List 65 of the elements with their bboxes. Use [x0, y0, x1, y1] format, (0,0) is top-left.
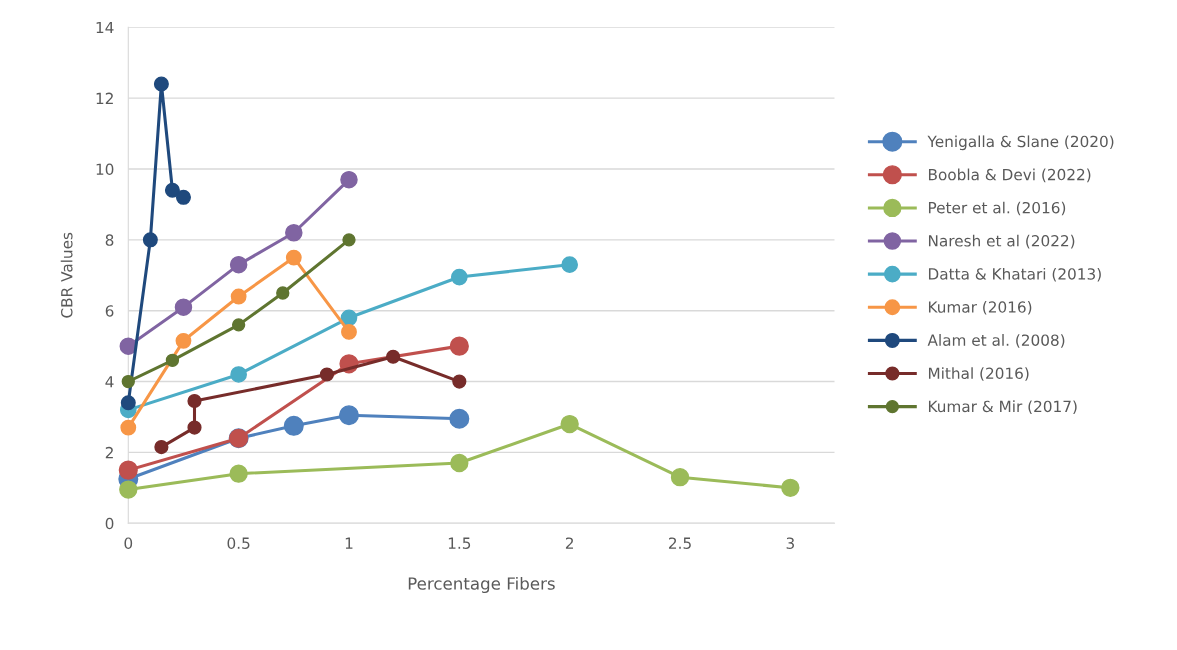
point — [341, 324, 357, 340]
point — [119, 480, 138, 499]
point — [154, 440, 169, 455]
legend-label: Datta & Khatari (2013) — [928, 267, 1101, 282]
x-axis-title: Percentage Fibers — [408, 576, 555, 594]
legend-label: Naresh et al (2022) — [928, 234, 1075, 249]
point — [338, 405, 359, 426]
point — [187, 393, 202, 409]
point — [781, 478, 800, 497]
point — [175, 332, 192, 349]
point — [120, 395, 136, 411]
x-tick-label: 2 — [565, 537, 573, 549]
x-tick-label: 0.5 — [227, 537, 250, 549]
point — [670, 468, 690, 487]
y-tick-label: 8 — [105, 234, 114, 246]
point — [452, 374, 467, 389]
x-tick-label: 1.5 — [448, 537, 471, 549]
point — [230, 366, 247, 383]
x-tick-label: 2.5 — [668, 537, 691, 549]
y-tick-label: 2 — [105, 446, 113, 459]
point — [118, 460, 138, 480]
legend-label: Kumar & Mir (2017) — [928, 400, 1077, 414]
legend-label: Peter et al. (2016) — [928, 201, 1066, 216]
point — [276, 286, 290, 300]
y-axis-title: CBR Values — [60, 232, 73, 318]
point — [229, 464, 248, 483]
x-tick-label: 3 — [786, 537, 794, 549]
point — [231, 318, 246, 332]
point — [319, 367, 334, 382]
x-tick-label: 1 — [345, 537, 353, 549]
y-tick-label: 12 — [96, 92, 113, 104]
point — [142, 232, 158, 248]
y-tick-label: 14 — [96, 21, 114, 34]
point — [175, 189, 191, 205]
point — [450, 453, 469, 473]
legend-label: Alam et al. (2008) — [927, 334, 1065, 348]
legend-label: Yenigalla & Slane (2020) — [927, 135, 1114, 151]
y-tick-label: 4 — [105, 376, 114, 388]
legend-label: Boobla & Devi (2022) — [928, 168, 1091, 183]
point — [450, 268, 468, 286]
point — [187, 420, 202, 435]
point — [174, 298, 193, 316]
point — [120, 419, 137, 436]
point — [386, 349, 401, 364]
y-tick-label: 10 — [96, 163, 114, 176]
point — [283, 415, 304, 436]
point — [121, 374, 135, 389]
y-tick-label: 6 — [105, 305, 114, 317]
point — [285, 224, 303, 242]
point — [165, 353, 180, 367]
y-tick-label: 0 — [105, 517, 114, 530]
point — [449, 336, 469, 356]
point — [342, 233, 356, 247]
x-tick-label: 0 — [124, 537, 133, 549]
legend-label: Kumar (2016) — [928, 301, 1032, 315]
point — [229, 255, 248, 274]
point — [340, 170, 358, 189]
legend-label: Mithal (2016) — [928, 367, 1029, 381]
point — [153, 76, 169, 92]
point — [230, 288, 247, 305]
point — [449, 408, 470, 429]
point — [164, 182, 180, 198]
point — [560, 414, 579, 434]
point — [285, 249, 302, 266]
point — [561, 256, 579, 273]
